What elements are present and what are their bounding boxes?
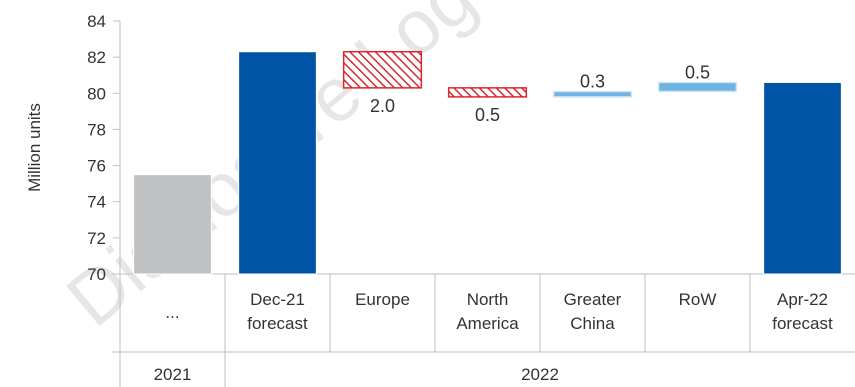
x-tick-label: forecast [247, 314, 308, 333]
x-tick-label: America [456, 314, 519, 333]
x-tick-label: ... [165, 303, 179, 322]
bar-data-label: 2.0 [370, 96, 395, 116]
y-tick-label: 74 [87, 193, 106, 212]
bar-decrease [447, 87, 528, 98]
y-tick-label: 78 [87, 120, 106, 139]
x-tick-label: North [467, 290, 509, 309]
y-tick-label: 70 [87, 265, 106, 284]
x-tick-label: Greater [564, 290, 622, 309]
x-tick-label: Europe [355, 290, 410, 309]
bar-total [238, 51, 317, 275]
x-tick-label: China [570, 314, 615, 333]
y-axis-title: Million units [25, 103, 44, 192]
bar-increase [552, 90, 633, 98]
bar-total [763, 81, 842, 275]
y-tick-label: 82 [87, 48, 106, 67]
axes: 70 72 74 76 78 80 82 84 Million units [25, 12, 855, 387]
x-tick-label: Apr-22 [777, 290, 828, 309]
bar-data-label: 0.3 [580, 71, 605, 91]
bar-data-label: 0.5 [475, 105, 500, 125]
y-tick-label: 76 [87, 157, 106, 176]
bar-data-label: 0.5 [685, 62, 710, 82]
y-tick-label: 80 [87, 84, 106, 103]
category-labels: ... Dec-21 forecast Europe North America Great… [154, 290, 833, 384]
x-tick-label: RoW [679, 290, 717, 309]
x-tick-label: Dec-21 [250, 290, 305, 309]
y-tick-label: 84 [87, 12, 106, 31]
bar-decrease [342, 50, 423, 89]
data-labels: 2.0 0.5 0.3 0.5 [370, 62, 710, 124]
group-label: 2022 [521, 365, 559, 384]
bar-increase [657, 81, 738, 93]
y-tick-label: 72 [87, 229, 106, 248]
bars [133, 50, 842, 275]
bar-total [133, 174, 212, 275]
x-tick-label: forecast [772, 314, 833, 333]
group-label: 2021 [154, 365, 192, 384]
